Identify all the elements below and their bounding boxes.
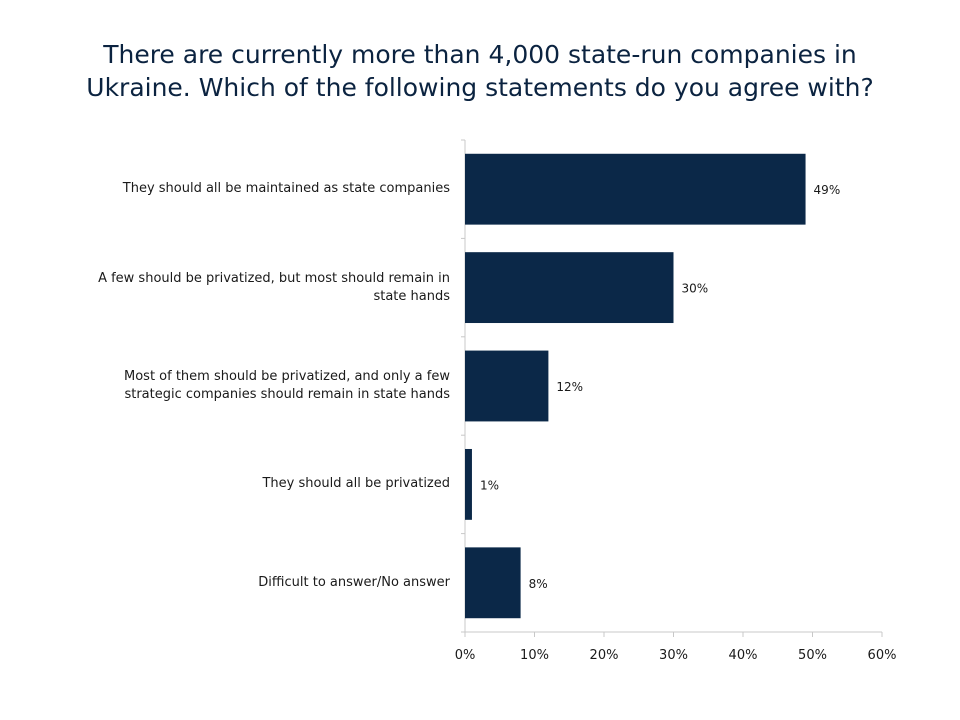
category-label: Most of them should be privatized, and o… bbox=[50, 368, 450, 404]
data-label: 12% bbox=[556, 380, 583, 394]
data-label: 8% bbox=[529, 577, 548, 591]
bar bbox=[465, 448, 472, 520]
chart-title: There are currently more than 4,000 stat… bbox=[20, 38, 940, 104]
bar bbox=[465, 350, 549, 422]
x-tick-label: 20% bbox=[590, 648, 619, 663]
category-label: They should all be maintained as state c… bbox=[50, 180, 450, 198]
category-label-line: A few should be privatized, but most sho… bbox=[98, 270, 450, 286]
category-label-line: They should all be privatized bbox=[262, 476, 450, 492]
data-label: 49% bbox=[814, 183, 841, 197]
category-label-line: Most of them should be privatized, and o… bbox=[124, 369, 450, 384]
chart-title-line-2: Ukraine. Which of the following statemen… bbox=[86, 73, 874, 102]
category-label: They should all be privatized bbox=[50, 475, 450, 493]
data-label: 30% bbox=[682, 282, 709, 296]
category-label-line: Difficult to answer/No answer bbox=[258, 574, 450, 590]
data-label: 1% bbox=[480, 478, 499, 492]
category-label-line: state hands bbox=[373, 288, 450, 304]
x-tick-label: 40% bbox=[729, 648, 758, 663]
x-tick-label: 50% bbox=[798, 648, 827, 663]
category-label-line: They should all be maintained as state c… bbox=[122, 181, 450, 197]
chart-title-line-1: There are currently more than 4,000 stat… bbox=[103, 40, 857, 69]
category-label: A few should be privatized, but most sho… bbox=[50, 270, 450, 306]
category-label-line: strategic companies should remain in sta… bbox=[124, 387, 450, 402]
bar bbox=[465, 547, 521, 619]
x-tick-label: 30% bbox=[659, 648, 688, 663]
bar bbox=[465, 252, 674, 324]
x-tick-label: 60% bbox=[868, 648, 897, 663]
bar bbox=[465, 153, 806, 225]
x-tick-label: 0% bbox=[455, 648, 476, 663]
x-tick-label: 10% bbox=[520, 648, 549, 663]
category-label: Difficult to answer/No answer bbox=[50, 574, 450, 592]
